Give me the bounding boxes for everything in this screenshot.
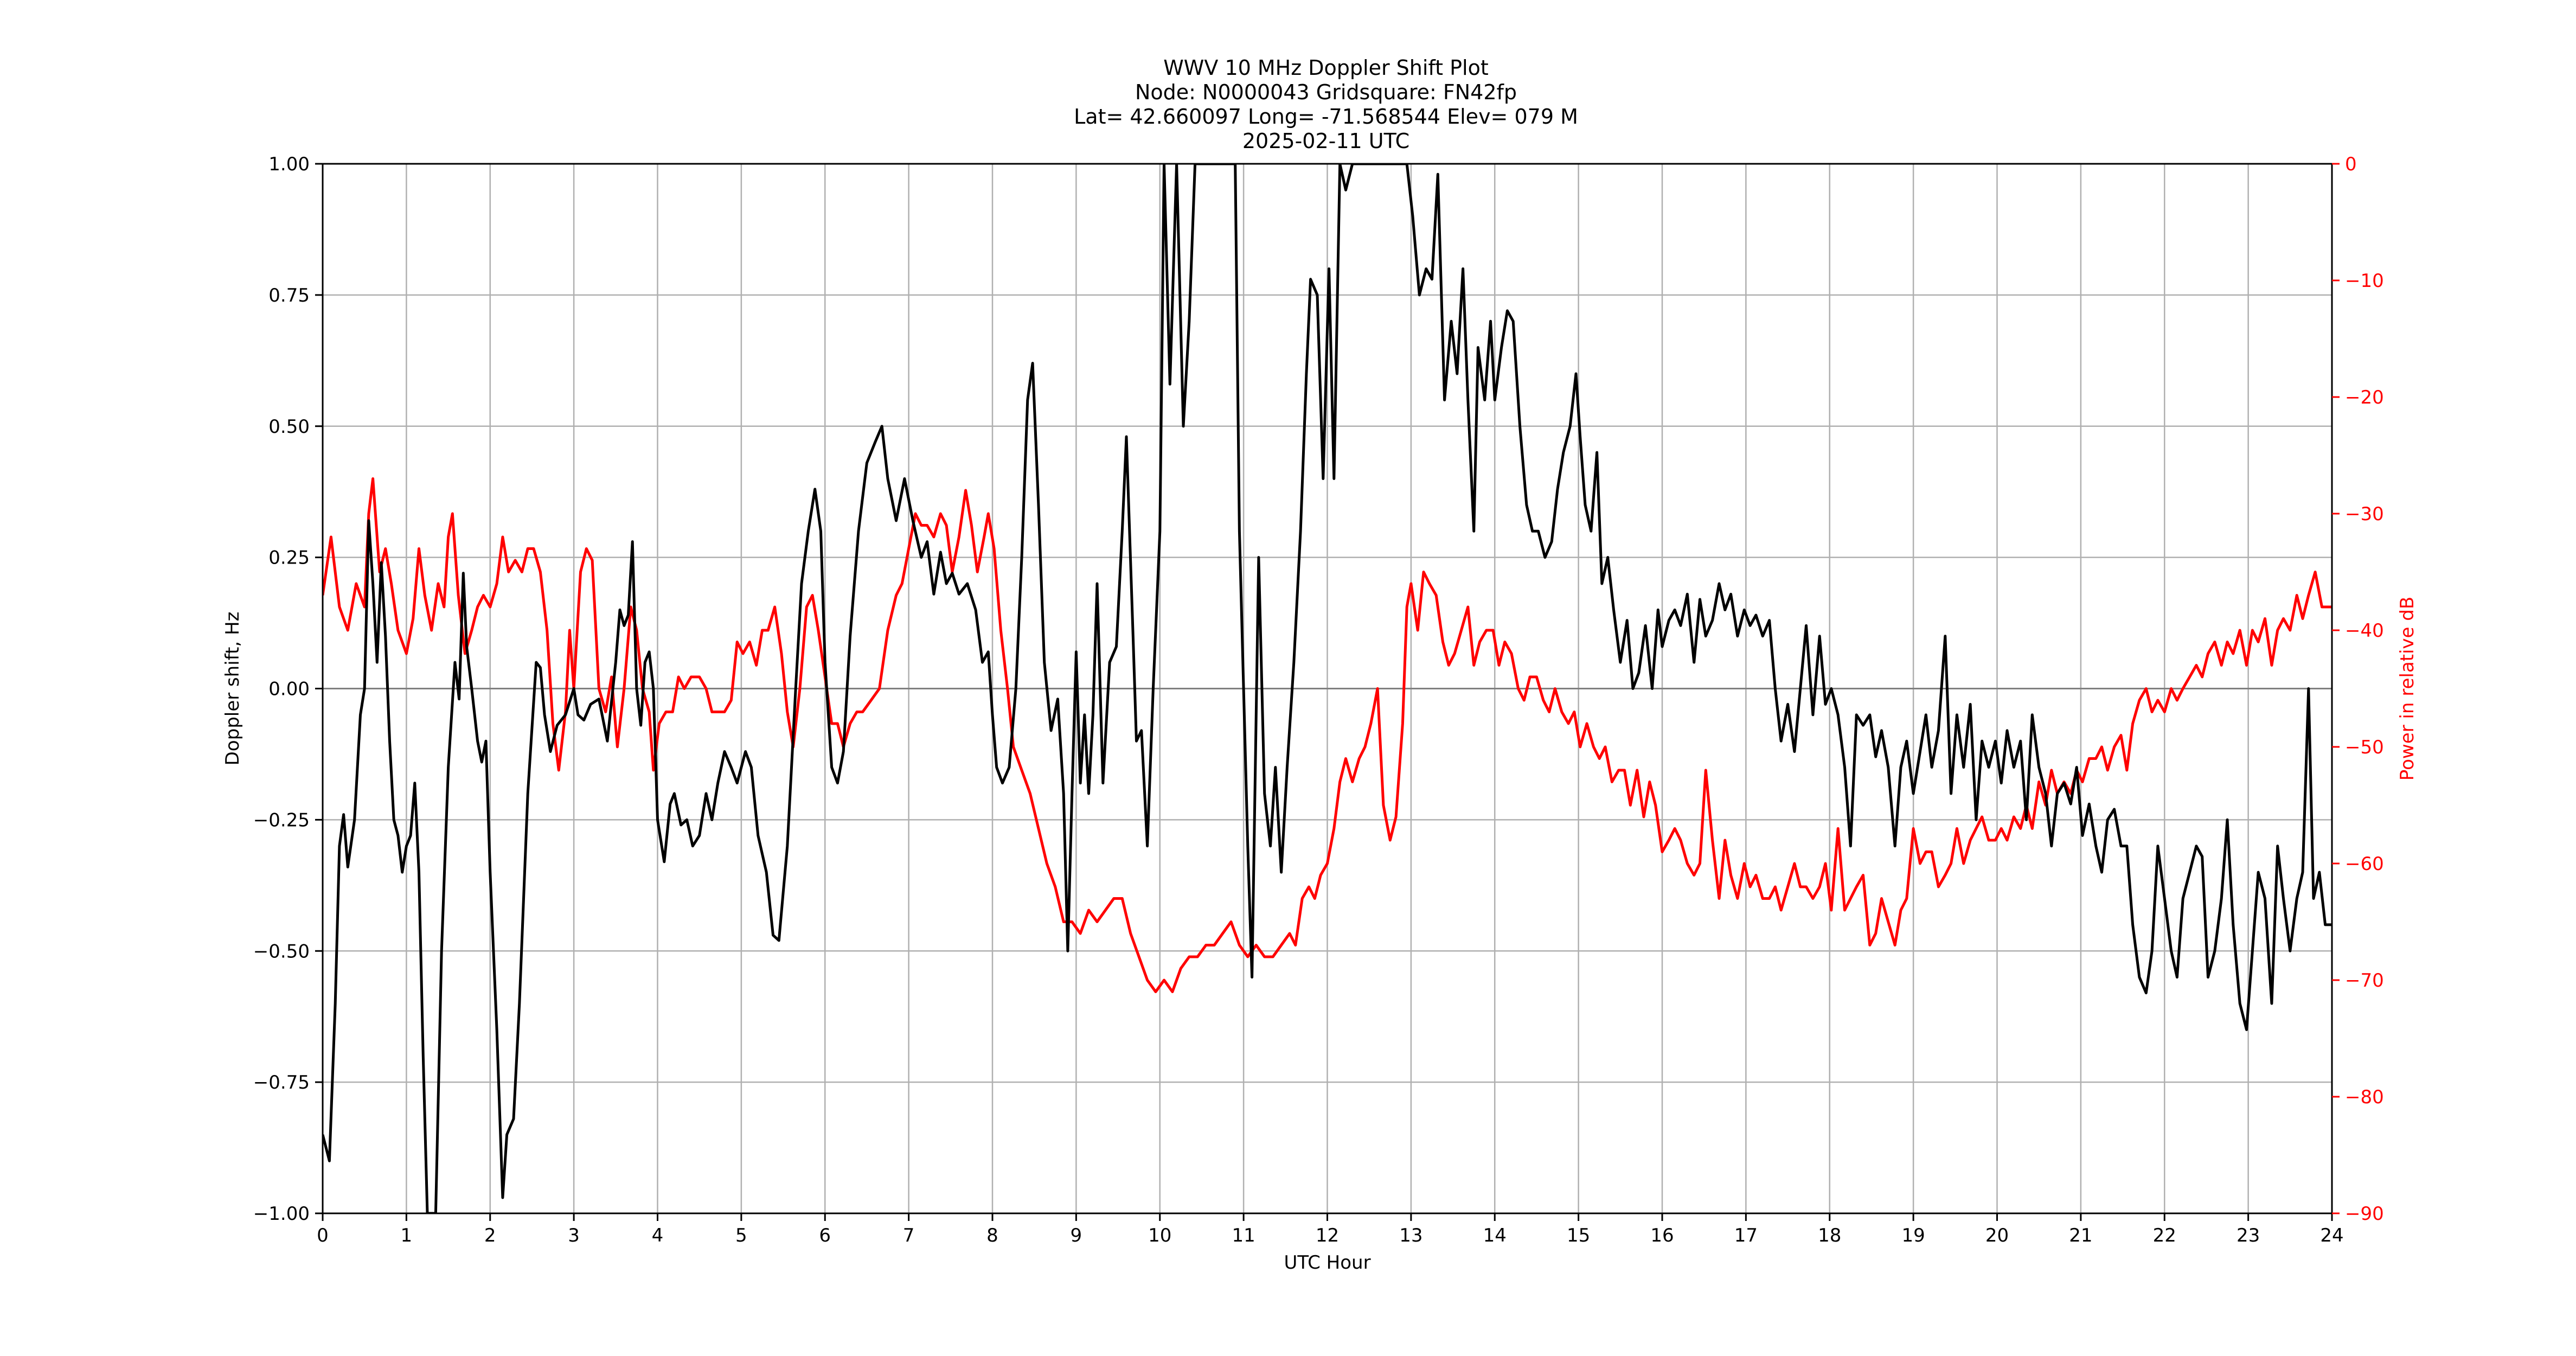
series-layer [323,164,2332,1213]
title-line-1: WWV 10 MHz Doppler Shift Plot [1163,56,1489,80]
y-tick-label: 0.25 [268,547,310,569]
x-tick-label: 5 [735,1225,747,1246]
x-tick-label: 12 [1316,1225,1339,1246]
y2-tick-label: −70 [2345,970,2384,992]
x-tick-label: 15 [1567,1225,1590,1246]
x-tick-label: 7 [903,1225,915,1246]
y-tick-label: 1.00 [268,153,310,175]
x-tick-label: 0 [317,1225,329,1246]
y2-tick-label: −20 [2345,387,2384,408]
y-tick-label: 0.75 [268,285,310,306]
y-tick-label: −0.50 [253,941,310,962]
x-tick-label: 2 [484,1225,496,1246]
x-tick-label: 18 [1818,1225,1841,1246]
y2-tick-label: −60 [2345,853,2384,875]
title-line-4: 2025-02-11 UTC [1242,129,1409,153]
x-tick-label: 11 [1232,1225,1255,1246]
x-tick-label: 8 [986,1225,998,1246]
y2-tick-label: −80 [2345,1086,2384,1108]
x-tick-label: 20 [1985,1225,2009,1246]
x-tick-label: 16 [1650,1225,1674,1246]
x-axis-label: UTC Hour [1284,1252,1370,1274]
x-tick-label: 22 [2153,1225,2176,1246]
y2-tick-label: 0 [2345,153,2357,175]
x-tick-label: 24 [2320,1225,2343,1246]
y-axis-left: 1.00 0.75 0.50 0.25 0.00 −0.25 −0.50 −0.75 −1.00 [253,153,323,1225]
y-tick-label: 0.00 [268,679,310,700]
x-tick-label: 4 [652,1225,664,1246]
x-tick-label: 14 [1483,1225,1507,1246]
y-tick-label: −0.75 [253,1072,310,1093]
y2-tick-label: −40 [2345,620,2384,642]
y2-tick-label: −30 [2345,503,2384,525]
doppler-series-line [323,164,2332,1213]
y2-axis-label: Power in relative dB [2396,597,2418,781]
x-tick-label: 21 [2069,1225,2092,1246]
title-line-3: Lat= 42.660097 Long= -71.568544 Elev= 07… [1074,105,1578,129]
chart-title: WWV 10 MHz Doppler Shift Plot Node: N000… [1074,56,1578,153]
title-line-2: Node: N0000043 Gridsquare: FN42fp [1135,80,1517,104]
x-tick-label: 13 [1399,1225,1422,1246]
y-tick-label: 0.50 [268,416,310,438]
x-tick-label: 10 [1148,1225,1171,1246]
x-tick-label: 3 [568,1225,580,1246]
x-tick-label: 23 [2237,1225,2260,1246]
y-tick-label: −0.25 [253,809,310,831]
x-tick-label: 1 [401,1225,413,1246]
x-tick-label: 19 [1901,1225,1925,1246]
y-tick-label: −1.00 [253,1203,310,1225]
y2-tick-label: −10 [2345,270,2384,292]
y-axis-right: 0 −10 −20 −30 −40 −50 −60 −70 −80 −90 [2332,153,2384,1225]
y2-tick-label: −90 [2345,1203,2384,1225]
y-axis-label: Doppler shift, Hz [222,612,243,766]
y2-tick-label: −50 [2345,737,2384,758]
x-axis: 0 1 2 3 4 5 6 7 8 9 10 11 12 13 14 15 16 17 18 19 20 21 22 23 24 [317,1213,2344,1246]
power-series-line [323,477,2332,993]
x-tick-label: 6 [819,1225,831,1246]
x-tick-label: 17 [1734,1225,1758,1246]
x-tick-label: 9 [1071,1225,1082,1246]
